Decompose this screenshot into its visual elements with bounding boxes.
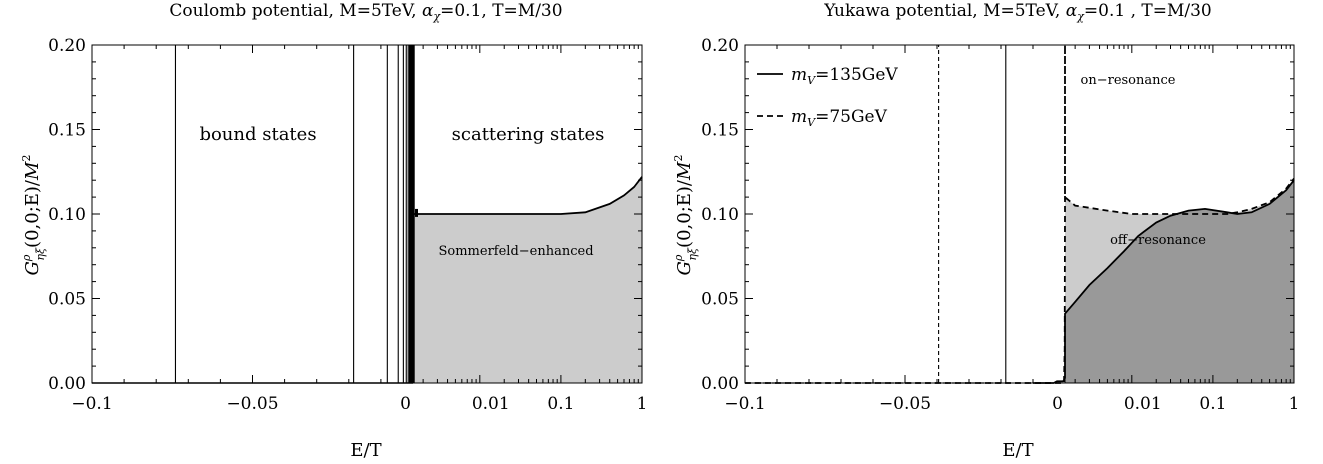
y-tick-label: 0.15 <box>48 121 86 141</box>
annotation-scattering-states: scattering states <box>452 124 605 145</box>
x-tick-label: −0.1 <box>724 394 765 414</box>
legend: mV=135GeV mV=75GeV <box>757 65 898 129</box>
series-line-75 <box>745 45 1295 384</box>
right-panel: Yukawa potential, M=5TeV, αχ=0.1 , T=M/3… <box>672 1 1299 461</box>
scattering-fill <box>413 176 642 383</box>
y-tick-label: 0.05 <box>701 290 739 310</box>
off-resonance-fill <box>1065 180 1294 383</box>
x-tick-label: 0.1 <box>1199 394 1226 414</box>
x-tick-label: −0.05 <box>226 394 278 414</box>
left-y-axis-label: Gρηξ(0,0;E)/M2 <box>20 155 47 276</box>
left-chart-title: Coulomb potential, M=5TeV, αχ=0.1, T=M/3… <box>169 1 562 23</box>
y-tick-label: 0.20 <box>48 36 86 56</box>
annotation-sommerfeld: Sommerfeld−enhanced <box>438 244 593 259</box>
y-tick-label: 0.10 <box>48 205 86 225</box>
y-tick-label: 0.05 <box>48 290 86 310</box>
x-tick-label: −0.05 <box>879 394 931 414</box>
x-tick-label: −0.1 <box>71 394 112 414</box>
y-tick-label: 0.00 <box>48 374 86 394</box>
y-tick-label: 0.15 <box>701 121 739 141</box>
left-x-axis-label: E/T <box>350 440 381 461</box>
x-tick-label: 1 <box>637 394 648 414</box>
left-panel: Coulomb potential, M=5TeV, αχ=0.1, T=M/3… <box>20 1 647 461</box>
y-tick-label: 0.10 <box>701 205 739 225</box>
x-tick-label: 0.01 <box>1124 394 1162 414</box>
threshold-mark <box>415 208 418 217</box>
right-chart-title: Yukawa potential, M=5TeV, αχ=0.1 , T=M/3… <box>823 1 1212 23</box>
bound-state-accumulation <box>410 45 415 383</box>
x-tick-label: 0.1 <box>547 394 574 414</box>
legend-label-75: mV=75GeV <box>791 107 888 129</box>
legend-label-135: mV=135GeV <box>791 65 898 87</box>
right-y-axis-label: Gρηξ(0,0;E)/M2 <box>672 155 699 276</box>
annotation-on-resonance: on−resonance <box>1081 73 1176 88</box>
x-tick-label: 1 <box>1289 394 1300 414</box>
x-tick-label: 0 <box>1052 394 1063 414</box>
y-tick-label: 0.20 <box>701 36 739 56</box>
scattering-curve <box>413 176 643 215</box>
x-tick-label: 0 <box>400 394 411 414</box>
x-tick-label: 0.01 <box>472 394 510 414</box>
y-tick-label: 0.00 <box>701 374 739 394</box>
annotation-bound-states: bound states <box>199 124 316 145</box>
annotation-off-resonance: off−resonance <box>1110 233 1206 248</box>
right-x-axis-label: E/T <box>1002 440 1033 461</box>
